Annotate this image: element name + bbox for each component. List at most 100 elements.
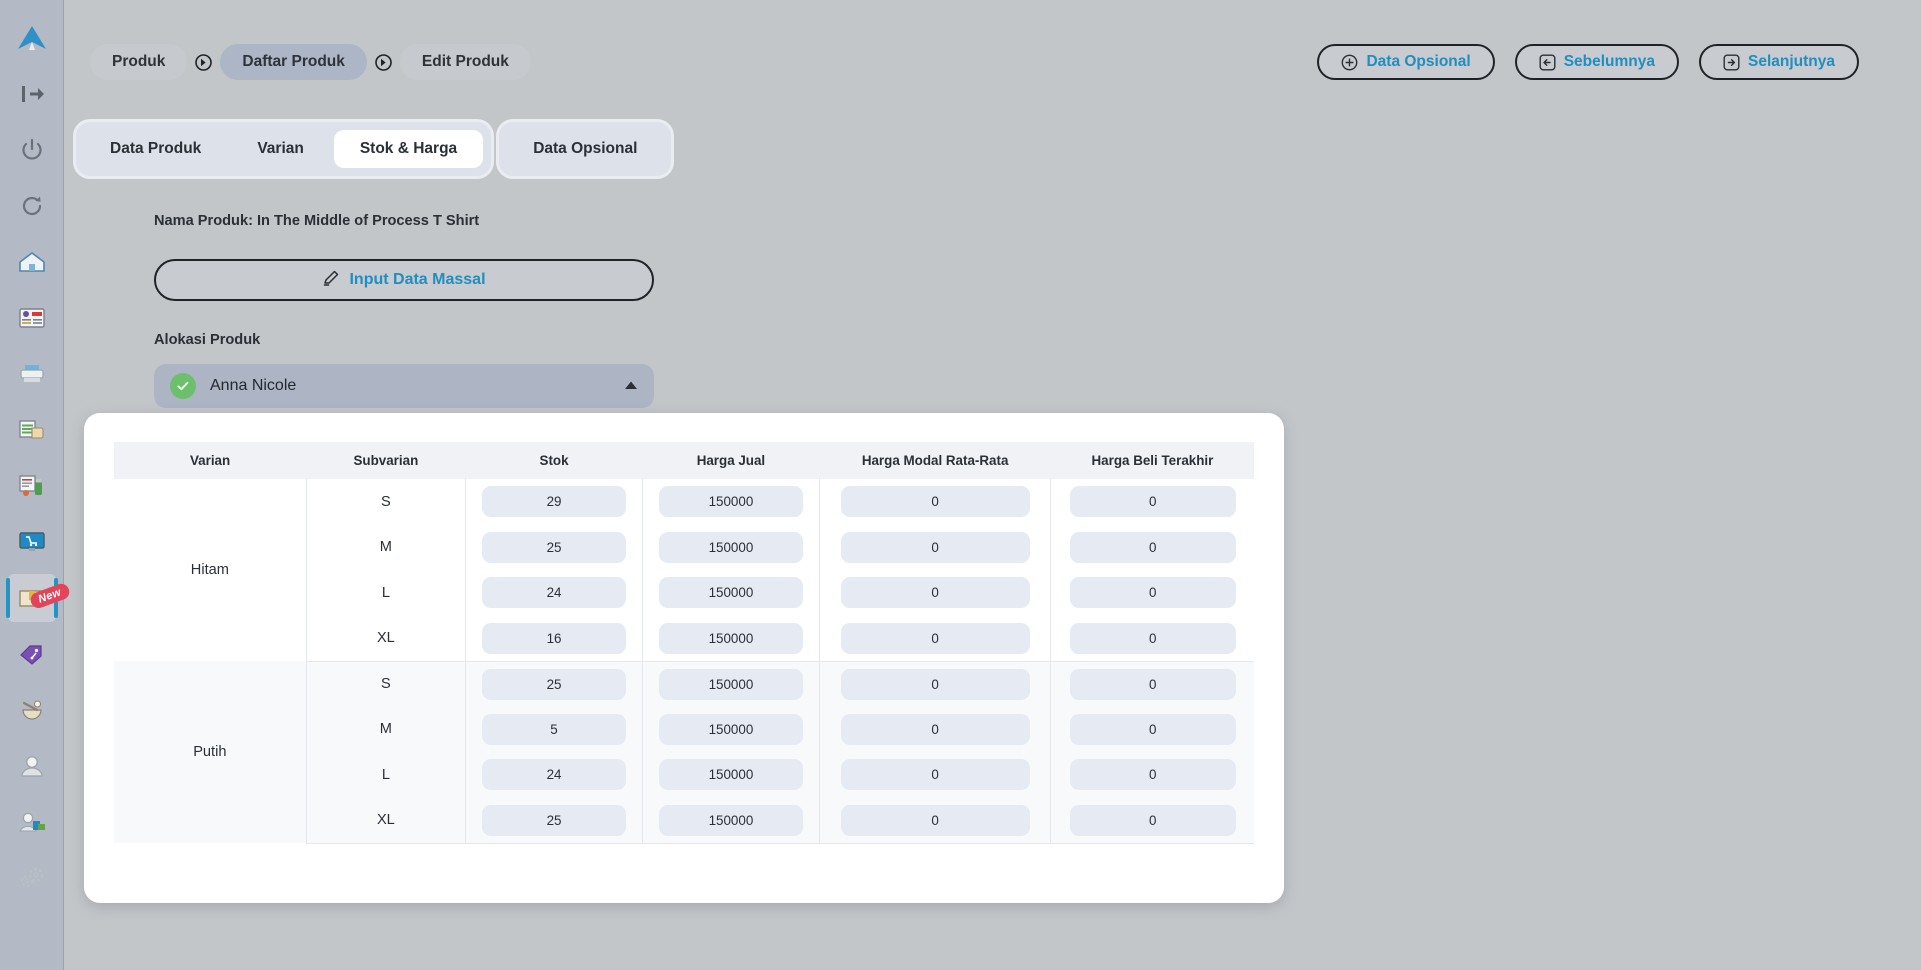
harga-jual-input[interactable]: 150000: [658, 531, 804, 563]
selanjutnya-label: Selanjutnya: [1748, 53, 1835, 70]
sidebar-item-pos[interactable]: [8, 518, 56, 566]
stok-input[interactable]: 29: [481, 486, 627, 518]
table-row: XL 25 150000 0 0: [114, 797, 1254, 844]
sidebar-item-article[interactable]: [8, 294, 56, 342]
sidebar-item-produk[interactable]: New: [5, 574, 72, 622]
power-icon: [20, 138, 44, 162]
breadcrumb-item-daftar-produk[interactable]: Daftar Produk: [220, 44, 367, 80]
sidebar-item-logout[interactable]: [8, 70, 56, 118]
sidebar: New: [0, 0, 72, 970]
harga-beli-terakhir-input[interactable]: 0: [1069, 486, 1236, 518]
cell-harga-jual-input: 150000: [642, 615, 820, 662]
caret-up-icon[interactable]: [624, 377, 638, 395]
cell-harga-modal-rata-rata-input: 0: [819, 570, 1052, 616]
table-row: M 25 150000 0 0: [114, 524, 1254, 571]
news-article-icon: [18, 306, 46, 330]
harga-jual-input[interactable]: 150000: [658, 622, 804, 654]
harga-beli-terakhir-input[interactable]: 0: [1069, 622, 1236, 654]
sidebar-item-home[interactable]: [8, 238, 56, 286]
stok-input[interactable]: 25: [481, 531, 627, 563]
breadcrumb-item-produk[interactable]: Produk: [90, 44, 188, 80]
home-icon: [18, 250, 46, 274]
stok-input[interactable]: 16: [481, 622, 627, 654]
tab-group-secondary: Data Opsional: [499, 122, 672, 176]
input-data-massal-label: Input Data Massal: [349, 271, 486, 288]
mortar-pestle-icon: [18, 698, 46, 722]
harga-jual-input[interactable]: 150000: [658, 577, 804, 609]
selanjutnya-button[interactable]: Selanjutnya: [1699, 44, 1859, 80]
harga-jual-input[interactable]: 150000: [658, 804, 804, 836]
table-row: Putih S 25 150000 0 0: [114, 661, 1254, 843]
cell-harga-modal-rata-rata-input: 0: [819, 797, 1052, 844]
cell-harga-jual-input: 150000: [642, 661, 820, 707]
alokasi-produk-select[interactable]: Anna Nicole: [154, 364, 654, 408]
sidebar-item-user-settings[interactable]: [8, 798, 56, 846]
tab-varian[interactable]: Varian: [257, 140, 304, 157]
column-header-harga-modal-rata-rata: Harga Modal Rata-Rata: [819, 442, 1051, 479]
stok-input[interactable]: 25: [481, 668, 627, 700]
stok-harga-card: Varian Subvarian Stok Harga Jual Harga M…: [84, 413, 1284, 903]
stok-input[interactable]: 24: [481, 577, 627, 609]
cell-harga-beli-terakhir-input: 0: [1051, 525, 1254, 571]
harga-modal-rata-rata-input[interactable]: 0: [840, 531, 1030, 563]
stok-input[interactable]: 5: [481, 713, 627, 745]
cell-stok-input: 25: [465, 524, 643, 570]
tab-stok-harga[interactable]: Stok & Harga: [333, 130, 484, 168]
column-header-subvarian: Subvarian: [306, 442, 466, 479]
sebelumnya-label: Sebelumnya: [1563, 53, 1655, 70]
harga-modal-rata-rata-input[interactable]: 0: [840, 486, 1030, 518]
stok-harga-table: Varian Subvarian Stok Harga Jual Harga M…: [114, 442, 1254, 844]
sidebar-item-racikan[interactable]: [8, 686, 56, 734]
input-data-massal-button[interactable]: Input Data Massal: [154, 259, 654, 301]
harga-jual-input[interactable]: 150000: [658, 759, 804, 791]
cell-harga-modal-rata-rata-input: 0: [819, 752, 1052, 798]
harga-modal-rata-rata-input[interactable]: 0: [840, 759, 1030, 791]
harga-modal-rata-rata-input[interactable]: 0: [840, 668, 1030, 700]
sidebar-item-printer[interactable]: [8, 350, 56, 398]
data-opsional-button[interactable]: Data Opsional: [1317, 44, 1495, 80]
sidebar-item-prescription[interactable]: [8, 462, 56, 510]
cell-harga-beli-terakhir-input: 0: [1051, 570, 1254, 616]
breadcrumb-item-edit-produk[interactable]: Edit Produk: [399, 44, 531, 80]
harga-beli-terakhir-input[interactable]: 0: [1069, 531, 1236, 563]
harga-jual-input[interactable]: 150000: [658, 713, 804, 745]
cell-varian: Hitam: [114, 479, 307, 661]
harga-modal-rata-rata-input[interactable]: 0: [840, 713, 1030, 745]
stok-input[interactable]: 24: [481, 759, 627, 791]
cell-stok-input: 5: [465, 706, 643, 752]
harga-beli-terakhir-input[interactable]: 0: [1069, 668, 1236, 700]
harga-modal-rata-rata-input[interactable]: 0: [840, 577, 1030, 609]
table-body: Hitam S 29 150000 0 0 M 25 150000 0 0 L 24 150000 0 0 XL…: [114, 479, 1254, 844]
cell-varian: Putih: [114, 661, 307, 843]
sidebar-item-settings[interactable]: [8, 854, 56, 902]
cell-stok-input: 29: [465, 479, 643, 525]
sidebar-item-logo[interactable]: [8, 14, 56, 62]
harga-beli-terakhir-input[interactable]: 0: [1069, 804, 1236, 836]
cell-harga-beli-terakhir-input: 0: [1051, 479, 1254, 525]
harga-jual-input[interactable]: 150000: [658, 486, 804, 518]
sidebar-item-refresh[interactable]: [8, 182, 56, 230]
harga-beli-terakhir-input[interactable]: 0: [1069, 713, 1236, 745]
cell-harga-jual-input: 150000: [642, 797, 820, 844]
alokasi-produk-label: Alokasi Produk: [154, 332, 261, 348]
harga-modal-rata-rata-input[interactable]: 0: [840, 804, 1030, 836]
page-title: Nama Produk: In The Middle of Process T …: [154, 213, 480, 229]
stok-input[interactable]: 25: [481, 804, 627, 836]
sidebar-item-notes[interactable]: [8, 406, 56, 454]
active-marker-left: [5, 578, 10, 618]
cell-stok-input: 24: [465, 752, 643, 798]
tab-data-opsional[interactable]: Data Opsional: [533, 140, 638, 157]
harga-modal-rata-rata-input[interactable]: 0: [840, 622, 1030, 654]
sidebar-item-power[interactable]: [8, 126, 56, 174]
refresh-icon: [20, 194, 44, 218]
top-actions: Data Opsional Sebelumnya: [1317, 44, 1859, 80]
sidebar-item-user[interactable]: [8, 742, 56, 790]
chevron-right-icon-2: [375, 53, 392, 71]
sebelumnya-button[interactable]: Sebelumnya: [1514, 44, 1679, 80]
tab-data-produk[interactable]: Data Produk: [110, 140, 202, 157]
harga-beli-terakhir-input[interactable]: 0: [1069, 577, 1236, 609]
harga-beli-terakhir-input[interactable]: 0: [1069, 759, 1236, 791]
harga-jual-input[interactable]: 150000: [658, 668, 804, 700]
pos-monitor-icon: [18, 530, 46, 554]
sidebar-item-diskon[interactable]: [8, 630, 56, 678]
